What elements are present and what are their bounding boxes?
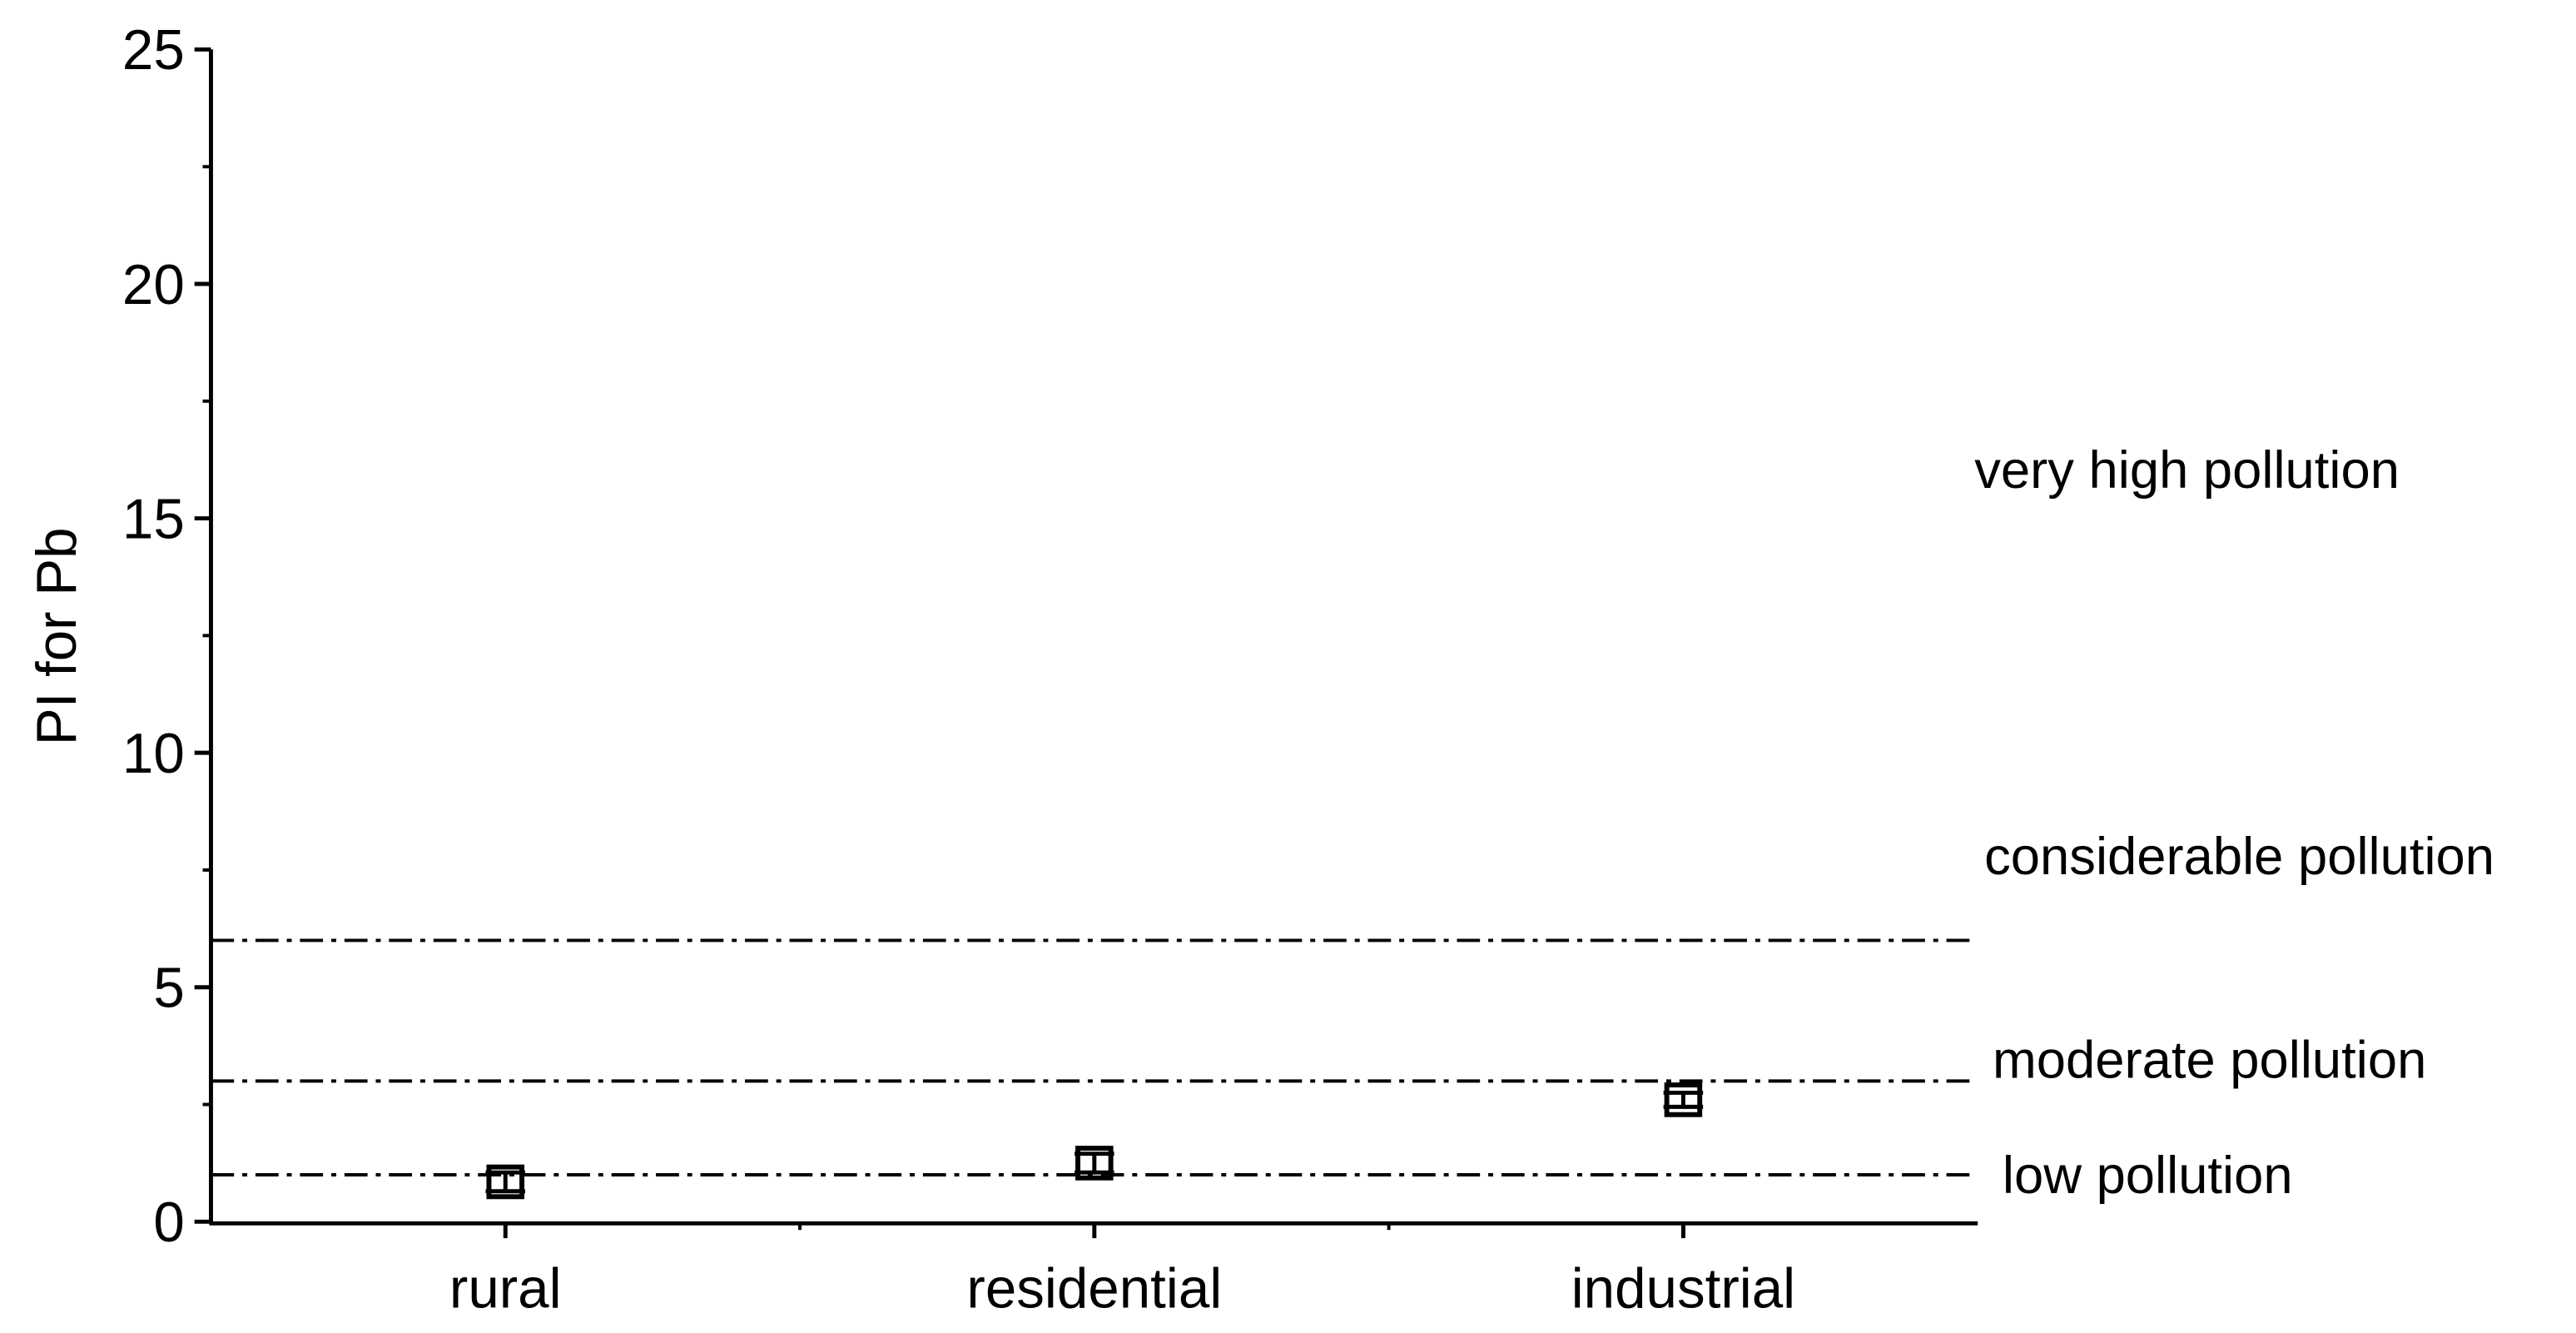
x-tick-label: rural [449, 1257, 562, 1320]
y-tick-label: 10 [122, 723, 185, 785]
zone-label: low pollution [2003, 1146, 2293, 1205]
x-tick-label: industrial [1571, 1257, 1795, 1320]
x-tick-label: residential [966, 1257, 1222, 1320]
zone-label: very high pollution [1974, 441, 2400, 500]
y-tick-label: 0 [153, 1191, 184, 1254]
zone-label: moderate pollution [1993, 1031, 2426, 1089]
y-tick-label: 20 [122, 254, 185, 316]
marker [486, 1164, 525, 1200]
y-tick-label: 5 [153, 957, 184, 1020]
zone-label: considerable pollution [1984, 828, 2494, 886]
y-tick-label: 15 [122, 488, 185, 550]
y-axis-label: PI for Pb [26, 527, 88, 745]
marker [1664, 1082, 1703, 1117]
marker [1075, 1146, 1114, 1181]
y-tick-label: 25 [122, 19, 185, 82]
